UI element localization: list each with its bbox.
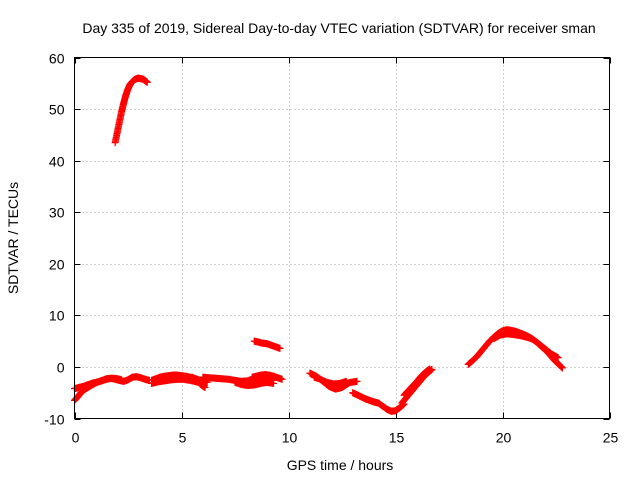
data-series-arc-15	[374, 399, 408, 415]
data-point	[278, 375, 286, 383]
y-axis-label: SDTVAR / TECUs	[5, 182, 21, 294]
x-tick-label: 0	[72, 430, 80, 446]
data-series-arc-2	[71, 374, 126, 393]
data-point	[143, 78, 151, 86]
y-tick-label: 20	[49, 257, 65, 273]
data-point	[276, 344, 284, 352]
data-series-arc-8	[231, 378, 278, 389]
y-tick-label: 50	[49, 102, 65, 118]
x-tick-label: 10	[282, 430, 298, 446]
y-tick-label: 10	[49, 308, 65, 324]
data-series-arc-3	[111, 74, 151, 147]
data-point	[118, 376, 126, 384]
plot-frame	[74, 57, 610, 419]
data-series-arc-6	[188, 373, 209, 392]
grid	[74, 57, 610, 419]
chart-title: Day 335 of 2019, Sidereal Day-to-day VTE…	[82, 20, 595, 36]
data-series-arc-17	[400, 365, 434, 399]
data-series-arc-19	[490, 330, 562, 362]
x-axis-label: GPS time / hours	[287, 457, 394, 473]
x-tick-label: 20	[496, 430, 512, 446]
y-tick-label: 60	[49, 51, 65, 67]
data-point	[554, 354, 562, 362]
y-tick-label: -10	[44, 412, 64, 428]
data-point	[558, 364, 566, 372]
data-points	[71, 74, 566, 415]
data-point	[353, 377, 361, 385]
y-tick-label: 0	[57, 360, 65, 376]
x-tick-label: 25	[603, 430, 619, 446]
y-tick-label: 40	[49, 154, 65, 170]
data-series-arc-10	[250, 337, 284, 352]
y-tick-label: 30	[49, 205, 65, 221]
data-point	[270, 379, 278, 387]
data-series-arc-13	[340, 377, 361, 388]
data-point	[201, 384, 209, 392]
x-tick-label: 5	[179, 430, 187, 446]
data-series-arc-9	[248, 371, 286, 383]
data-point	[426, 365, 434, 373]
axis-ticks: 0 5 10 15 20 25 -10 0 10 20 30 40 50 60	[44, 51, 618, 446]
x-tick-label: 15	[389, 430, 405, 446]
